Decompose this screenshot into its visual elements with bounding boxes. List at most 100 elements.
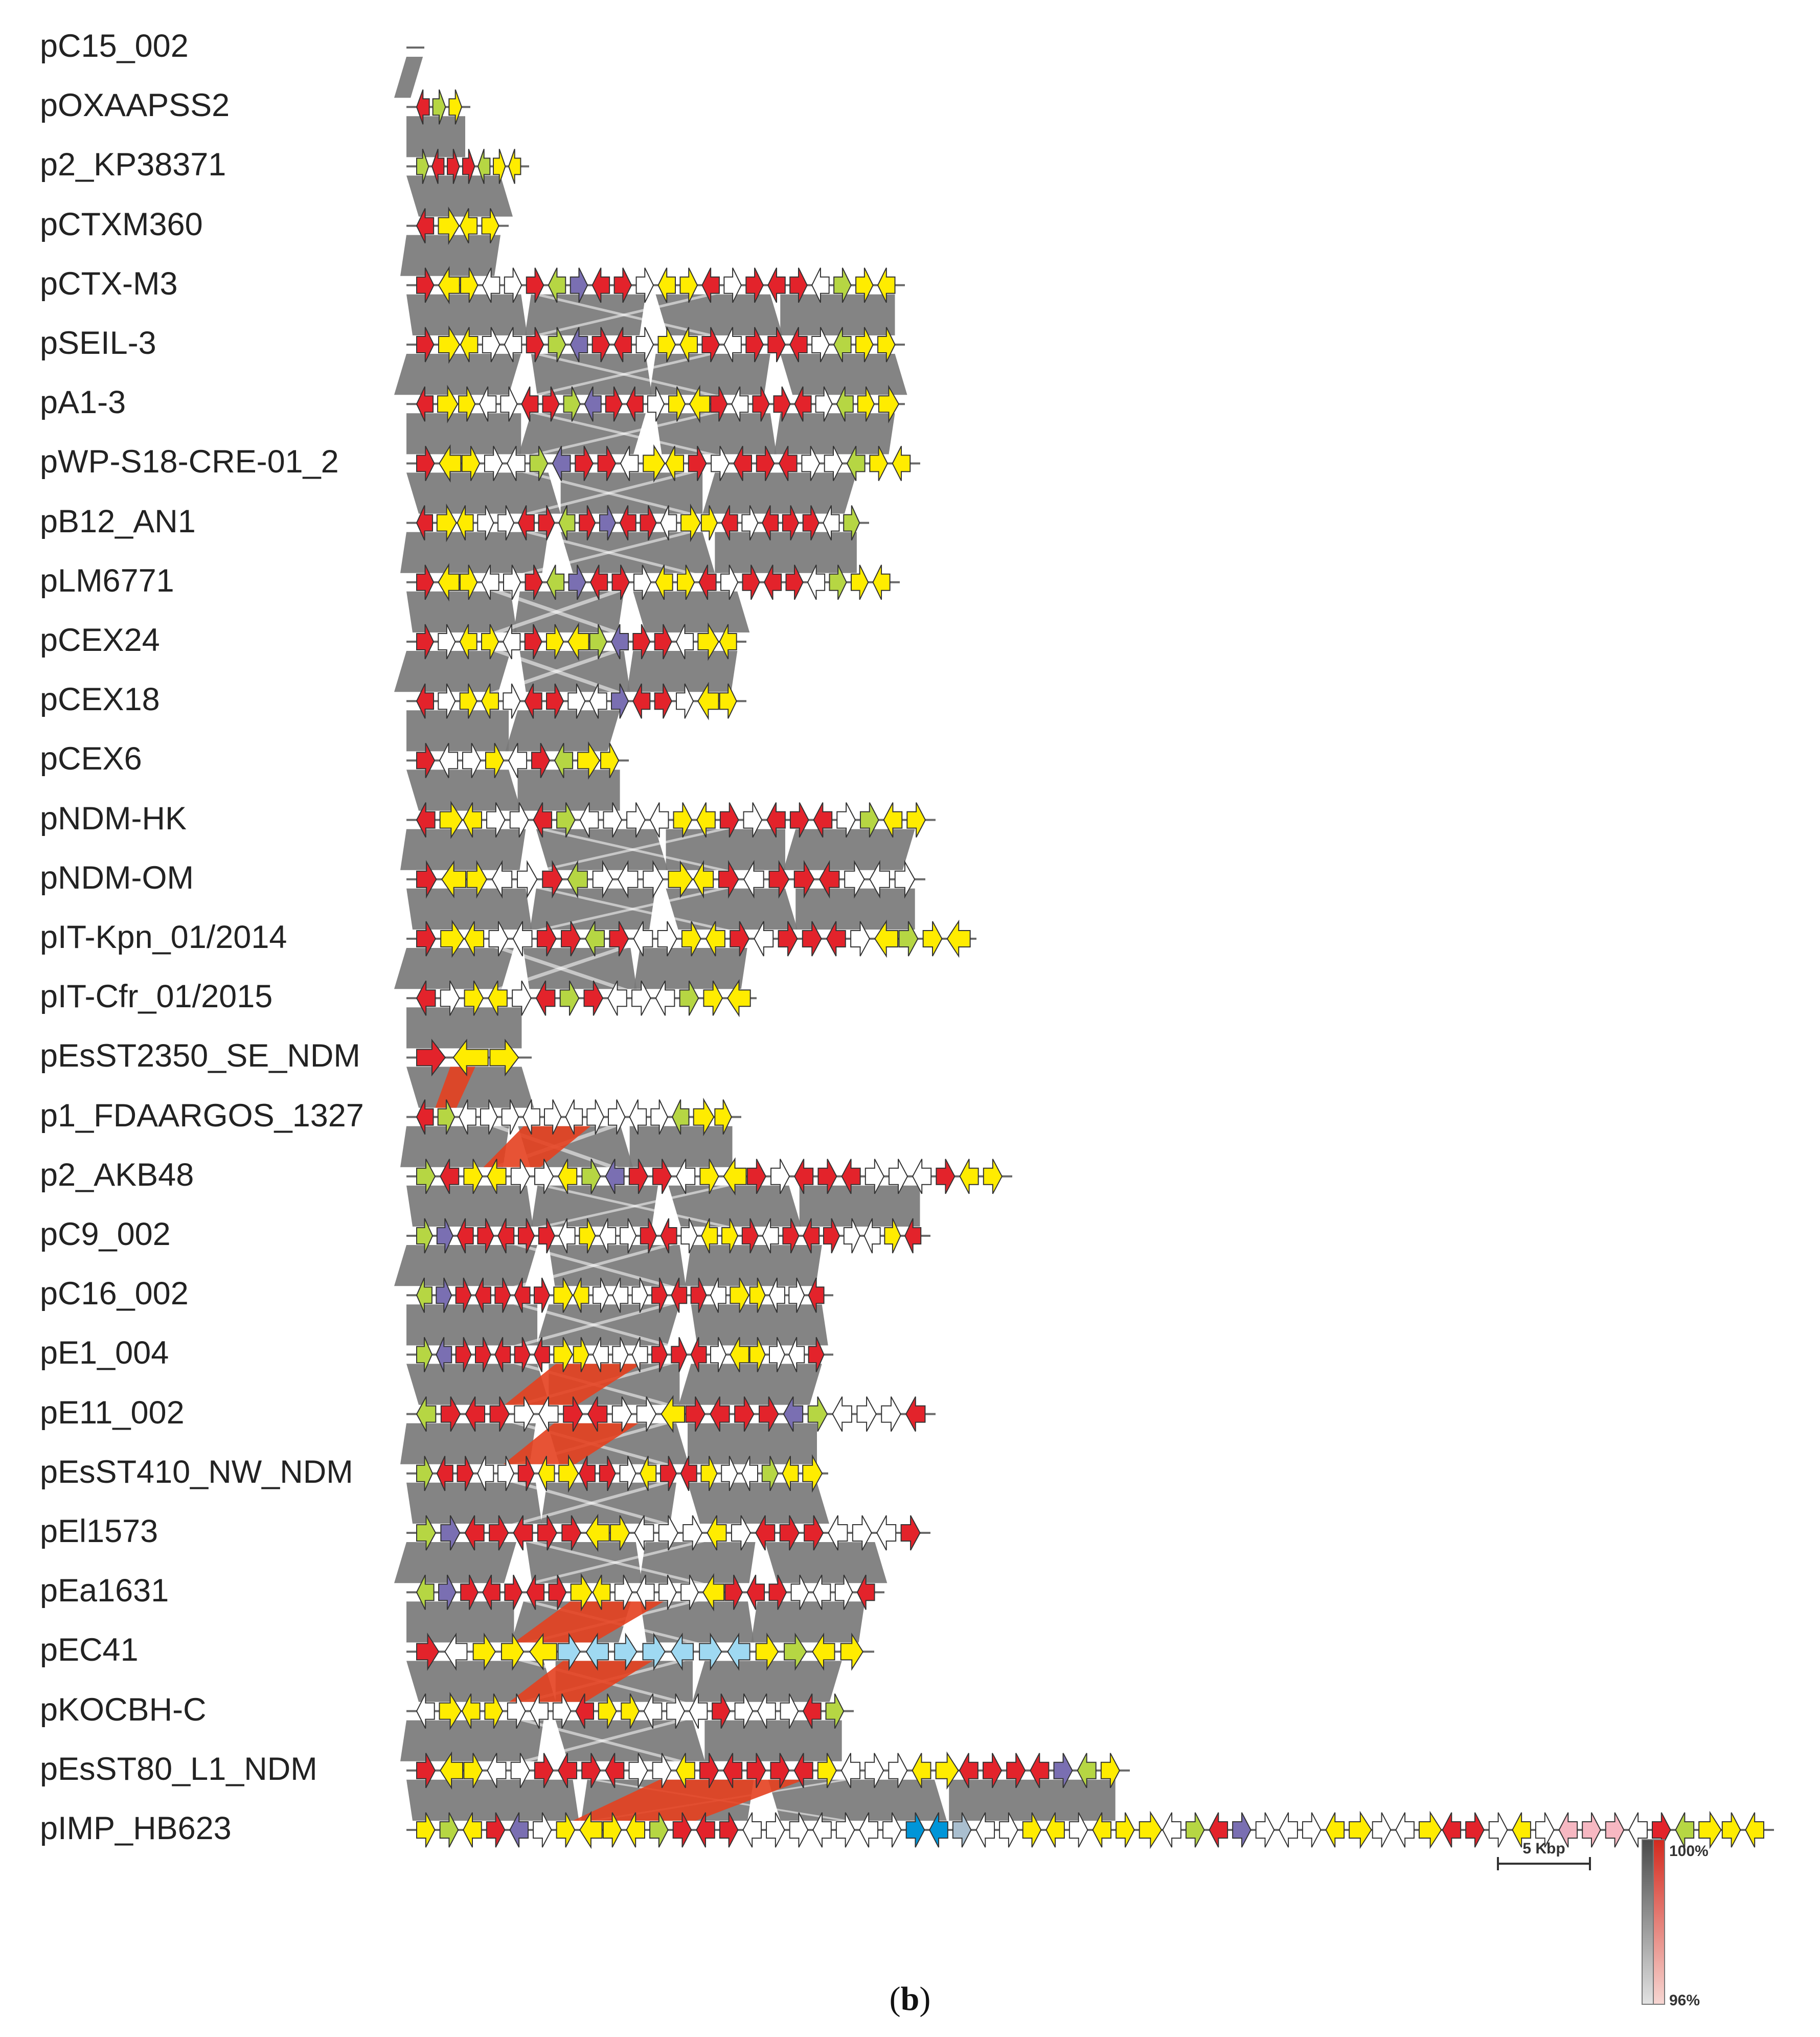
gene-arrow [807,1396,828,1432]
gene-arrow [463,1812,482,1848]
gene-arrow [459,208,478,244]
gene-arrow [563,1396,583,1432]
gene-arrow [464,1515,485,1551]
gene-arrow [441,860,467,899]
homology-block [541,1482,676,1524]
gene-arrow [416,1159,436,1194]
gene-arrow [680,503,701,542]
track-label: pEa1631 [40,1573,169,1609]
gene-arrow [828,1515,848,1551]
gene-arrow [767,267,786,303]
gene-arrow [699,1159,719,1194]
gene-arrow [746,1159,766,1194]
gene-arrow [561,921,581,957]
gene-arrow [438,266,460,305]
gene-arrow [906,802,926,838]
gene-arrow [731,1515,752,1551]
identity-min-label: 96% [1669,1992,1700,2009]
gene-arrow [1006,1753,1026,1789]
gene-arrow [599,1456,616,1491]
gene-arrow [1442,1812,1462,1848]
gene-arrow [526,327,544,363]
gene-arrow [640,1456,657,1491]
gene-arrow [577,741,600,780]
gene-arrow [727,979,751,1017]
gene-arrow [474,1277,491,1313]
homology-block [406,1185,533,1227]
gene-arrow [482,1574,500,1610]
gene-arrow [558,1454,579,1493]
gene-arrow [608,1099,626,1135]
gene-arrow [592,267,610,303]
gene-arrow [610,624,629,660]
gene-arrow [635,267,654,303]
gene-arrow [829,564,847,600]
gene-arrow [1302,1812,1322,1848]
homology-block [394,651,511,692]
gene-arrow [612,1337,629,1372]
homology-block [406,591,517,632]
gene-arrow [693,1097,715,1137]
gene-arrow [701,267,720,303]
gene-arrow [752,386,770,422]
gene-arrow [702,1573,725,1612]
track-label: pSEIL-3 [40,325,156,361]
gene-arrow [585,921,605,957]
gene-arrow [1488,1812,1508,1848]
gene-arrow [485,742,505,778]
gene-arrow [655,980,675,1016]
inversion-gap [531,354,717,395]
gene-arrow [801,445,821,481]
gene-arrow [538,505,555,541]
gene-arrow [416,386,434,422]
gene-arrow [477,149,491,184]
gene-arrow [1535,1812,1555,1848]
gene-arrow [556,802,576,838]
gene-arrow [1185,1812,1205,1848]
gene-arrow [517,859,538,899]
track-label: pIMP_HB623 [40,1810,232,1846]
gene-arrow [803,1218,820,1254]
inversion-gap [522,532,695,573]
gene-arrow [794,1159,814,1194]
gene-arrow [876,1515,897,1551]
gene-arrow [484,445,503,481]
gene-arrow [529,1633,557,1671]
gene-arrow [898,921,919,957]
gene-arrow [698,564,717,600]
gene-arrow [778,445,798,481]
homology-block [715,532,857,573]
gene-arrow [946,919,971,958]
gene-arrow [481,624,499,660]
gene-arrow [500,1632,525,1671]
gene-arrow [461,445,481,481]
homology-block [666,888,798,930]
gene-arrow [700,1456,718,1491]
gene-arrow [439,742,459,778]
gene-arrow [599,1218,617,1254]
gene-arrow [602,1812,622,1848]
gene-arrow [579,1218,596,1254]
gene-arrow [416,1099,434,1135]
gene-arrow [649,802,669,838]
gene-arrow [636,1574,655,1610]
gene-arrow [643,444,666,483]
panel-label: b [900,1980,920,2018]
gene-arrow [416,980,436,1016]
gene-arrow [570,1573,593,1612]
track-label: pEsST2350_SE_NDM [40,1038,360,1074]
gene-arrow [436,1277,452,1313]
gene-arrow [1092,1812,1112,1848]
gene-arrow [592,327,610,363]
gene-arrow [459,683,477,719]
gene-arrow [676,683,694,719]
homology-block [400,1423,536,1464]
gene-arrow [535,980,556,1016]
gene-arrow [843,505,860,541]
gene-arrow [719,624,737,660]
homology-links [394,57,1116,1821]
identity-max-label: 100% [1669,1843,1709,1860]
homology-block [517,769,620,811]
gene-arrow [598,1693,617,1729]
gene-arrow [567,859,588,899]
